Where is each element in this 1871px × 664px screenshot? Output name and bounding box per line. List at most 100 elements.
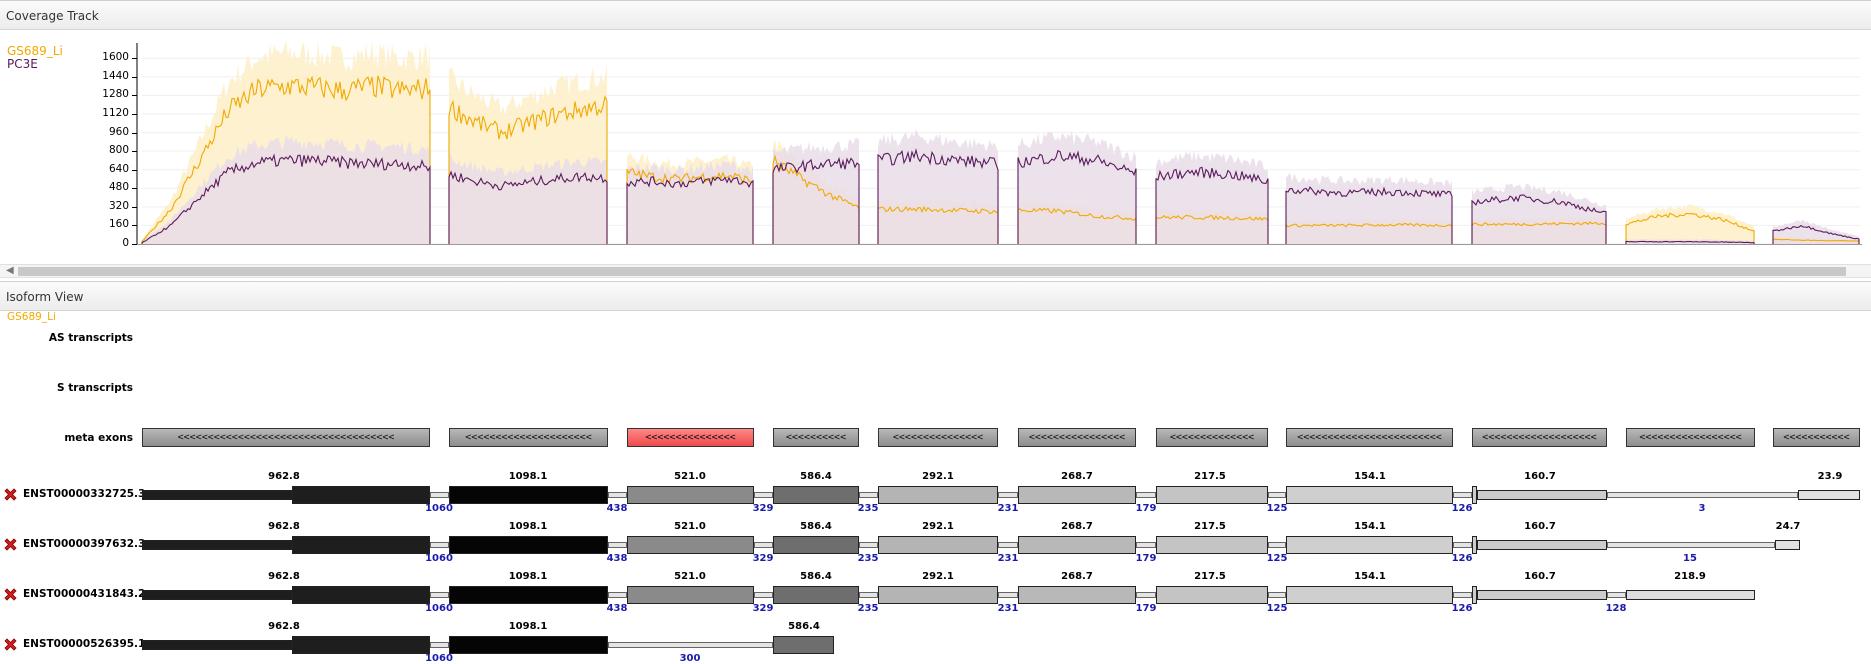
meta-exon-5[interactable]: <<<<<<<<<<<<<<<: [878, 428, 998, 447]
meta-exon-8[interactable]: <<<<<<<<<<<<<<<<<<<<<<<<: [1286, 428, 1453, 447]
coverage-line: [1017, 149, 1137, 244]
meta-exon-7[interactable]: <<<<<<<<<<<<<<: [1156, 428, 1268, 447]
exon-block[interactable]: [292, 486, 430, 504]
y-tick-label: 800: [108, 144, 129, 157]
scroll-thumb[interactable]: [18, 267, 1846, 276]
intron-line: [1268, 592, 1286, 598]
meta-exon-3[interactable]: <<<<<<<<<<<<<<<: [627, 428, 754, 447]
exon-block[interactable]: [1018, 486, 1136, 504]
junction-count-label: 438: [606, 603, 628, 614]
intron-line: [859, 592, 878, 598]
exon-block[interactable]: [292, 536, 430, 554]
exon-block[interactable]: [449, 536, 608, 554]
exon-block[interactable]: [1286, 536, 1453, 554]
exon-block[interactable]: [292, 636, 430, 654]
meta-exon-6[interactable]: <<<<<<<<<<<<<<<<: [1018, 428, 1136, 447]
intron-line: [1607, 492, 1798, 498]
exon-coverage-label: 586.4: [788, 621, 820, 632]
meta-exon-4[interactable]: <<<<<<<<<<: [773, 428, 859, 447]
exon-coverage-label: 268.7: [1061, 521, 1093, 532]
intron-line: [608, 492, 627, 498]
exon-coverage-label: 154.1: [1354, 521, 1386, 532]
exon-block[interactable]: [773, 636, 834, 654]
exon-block[interactable]: [1472, 486, 1477, 504]
exon-block[interactable]: [449, 636, 608, 654]
exon-coverage-label: 160.7: [1524, 521, 1556, 532]
y-tick-mark: [132, 95, 137, 97]
exon-block[interactable]: [1156, 586, 1268, 604]
y-tick-label: 480: [108, 181, 129, 194]
intron-line: [754, 542, 773, 548]
junction-count-label: 235: [857, 503, 879, 514]
coverage-line: [1285, 186, 1453, 244]
exon-block[interactable]: [878, 586, 998, 604]
exon-block[interactable]: [1018, 536, 1136, 554]
coverage-line: [877, 205, 999, 244]
exon-block[interactable]: [878, 486, 998, 504]
exon-block[interactable]: [627, 536, 754, 554]
utr-block[interactable]: [142, 490, 292, 500]
transcript-name[interactable]: ENST00000526395.1: [23, 638, 146, 650]
coverage-track-header: Coverage Track: [0, 0, 1871, 30]
exon-block[interactable]: [1286, 486, 1453, 504]
delete-icon[interactable]: [3, 537, 18, 552]
exon-coverage-label: 586.4: [800, 571, 832, 582]
junction-count-label: 179: [1135, 553, 1157, 564]
exon-block[interactable]: [1018, 586, 1136, 604]
exon-block[interactable]: [449, 586, 608, 604]
exon-block[interactable]: [773, 536, 859, 554]
utr-block[interactable]: [1626, 590, 1755, 600]
y-tick-mark: [132, 225, 137, 227]
coverage-band: [1472, 183, 1606, 244]
delete-icon[interactable]: [3, 487, 18, 502]
intron-line: [1453, 492, 1472, 498]
exon-coverage-label: 521.0: [674, 471, 706, 482]
utr-block[interactable]: [142, 640, 292, 650]
junction-count-label: 126: [1451, 603, 1473, 614]
junction-count-label: 231: [997, 553, 1019, 564]
coverage-line: [877, 148, 999, 244]
exon-block[interactable]: [627, 486, 754, 504]
isoform-view-title: Isoform View: [6, 290, 84, 304]
meta-exon-1[interactable]: <<<<<<<<<<<<<<<<<<<<<<<<<<<<<<<<<<<<: [142, 428, 430, 447]
utr-block[interactable]: [1477, 490, 1607, 500]
as-transcripts-label: AS transcripts: [48, 332, 133, 344]
meta-exon-11[interactable]: <<<<<<<<<<<: [1773, 428, 1860, 447]
utr-block[interactable]: [1477, 590, 1607, 600]
utr-block[interactable]: [142, 540, 292, 550]
y-tick-label: 1280: [102, 88, 129, 101]
transcript-name[interactable]: ENST00000397632.3: [23, 538, 146, 550]
utr-block[interactable]: [1477, 540, 1607, 550]
horizontal-scrollbar[interactable]: ◀: [0, 264, 1871, 278]
delete-icon[interactable]: [3, 587, 18, 602]
scroll-left-icon[interactable]: ◀: [6, 265, 14, 276]
coverage-chart[interactable]: [0, 30, 1871, 255]
utr-block[interactable]: [1775, 540, 1800, 550]
transcript-name[interactable]: ENST00000431843.2: [23, 588, 146, 600]
exon-block[interactable]: [773, 586, 859, 604]
exon-block[interactable]: [449, 486, 608, 504]
exon-block[interactable]: [878, 536, 998, 554]
y-tick-mark: [132, 151, 137, 153]
coverage-band: [449, 154, 607, 244]
exon-block[interactable]: [292, 586, 430, 604]
exon-block[interactable]: [1286, 586, 1453, 604]
exon-coverage-label: 292.1: [922, 571, 954, 582]
utr-block[interactable]: [142, 590, 292, 600]
meta-exon-9[interactable]: <<<<<<<<<<<<<<<<<<<: [1472, 428, 1607, 447]
exon-block[interactable]: [1472, 586, 1477, 604]
transcript-name[interactable]: ENST00000332725.3: [23, 488, 146, 500]
exon-block[interactable]: [1156, 486, 1268, 504]
utr-block[interactable]: [1798, 490, 1860, 500]
meta-exon-10[interactable]: <<<<<<<<<<<<<<<<<: [1626, 428, 1755, 447]
coverage-line: [1471, 221, 1607, 244]
junction-count-label: 1060: [425, 503, 453, 514]
intron-line: [430, 542, 449, 548]
exon-block[interactable]: [773, 486, 859, 504]
exon-block[interactable]: [1472, 536, 1477, 554]
junction-count-label: 126: [1451, 503, 1473, 514]
meta-exon-2[interactable]: <<<<<<<<<<<<<<<<<<<<<: [449, 428, 608, 447]
exon-block[interactable]: [627, 586, 754, 604]
exon-block[interactable]: [1156, 536, 1268, 554]
delete-icon[interactable]: [3, 637, 18, 652]
